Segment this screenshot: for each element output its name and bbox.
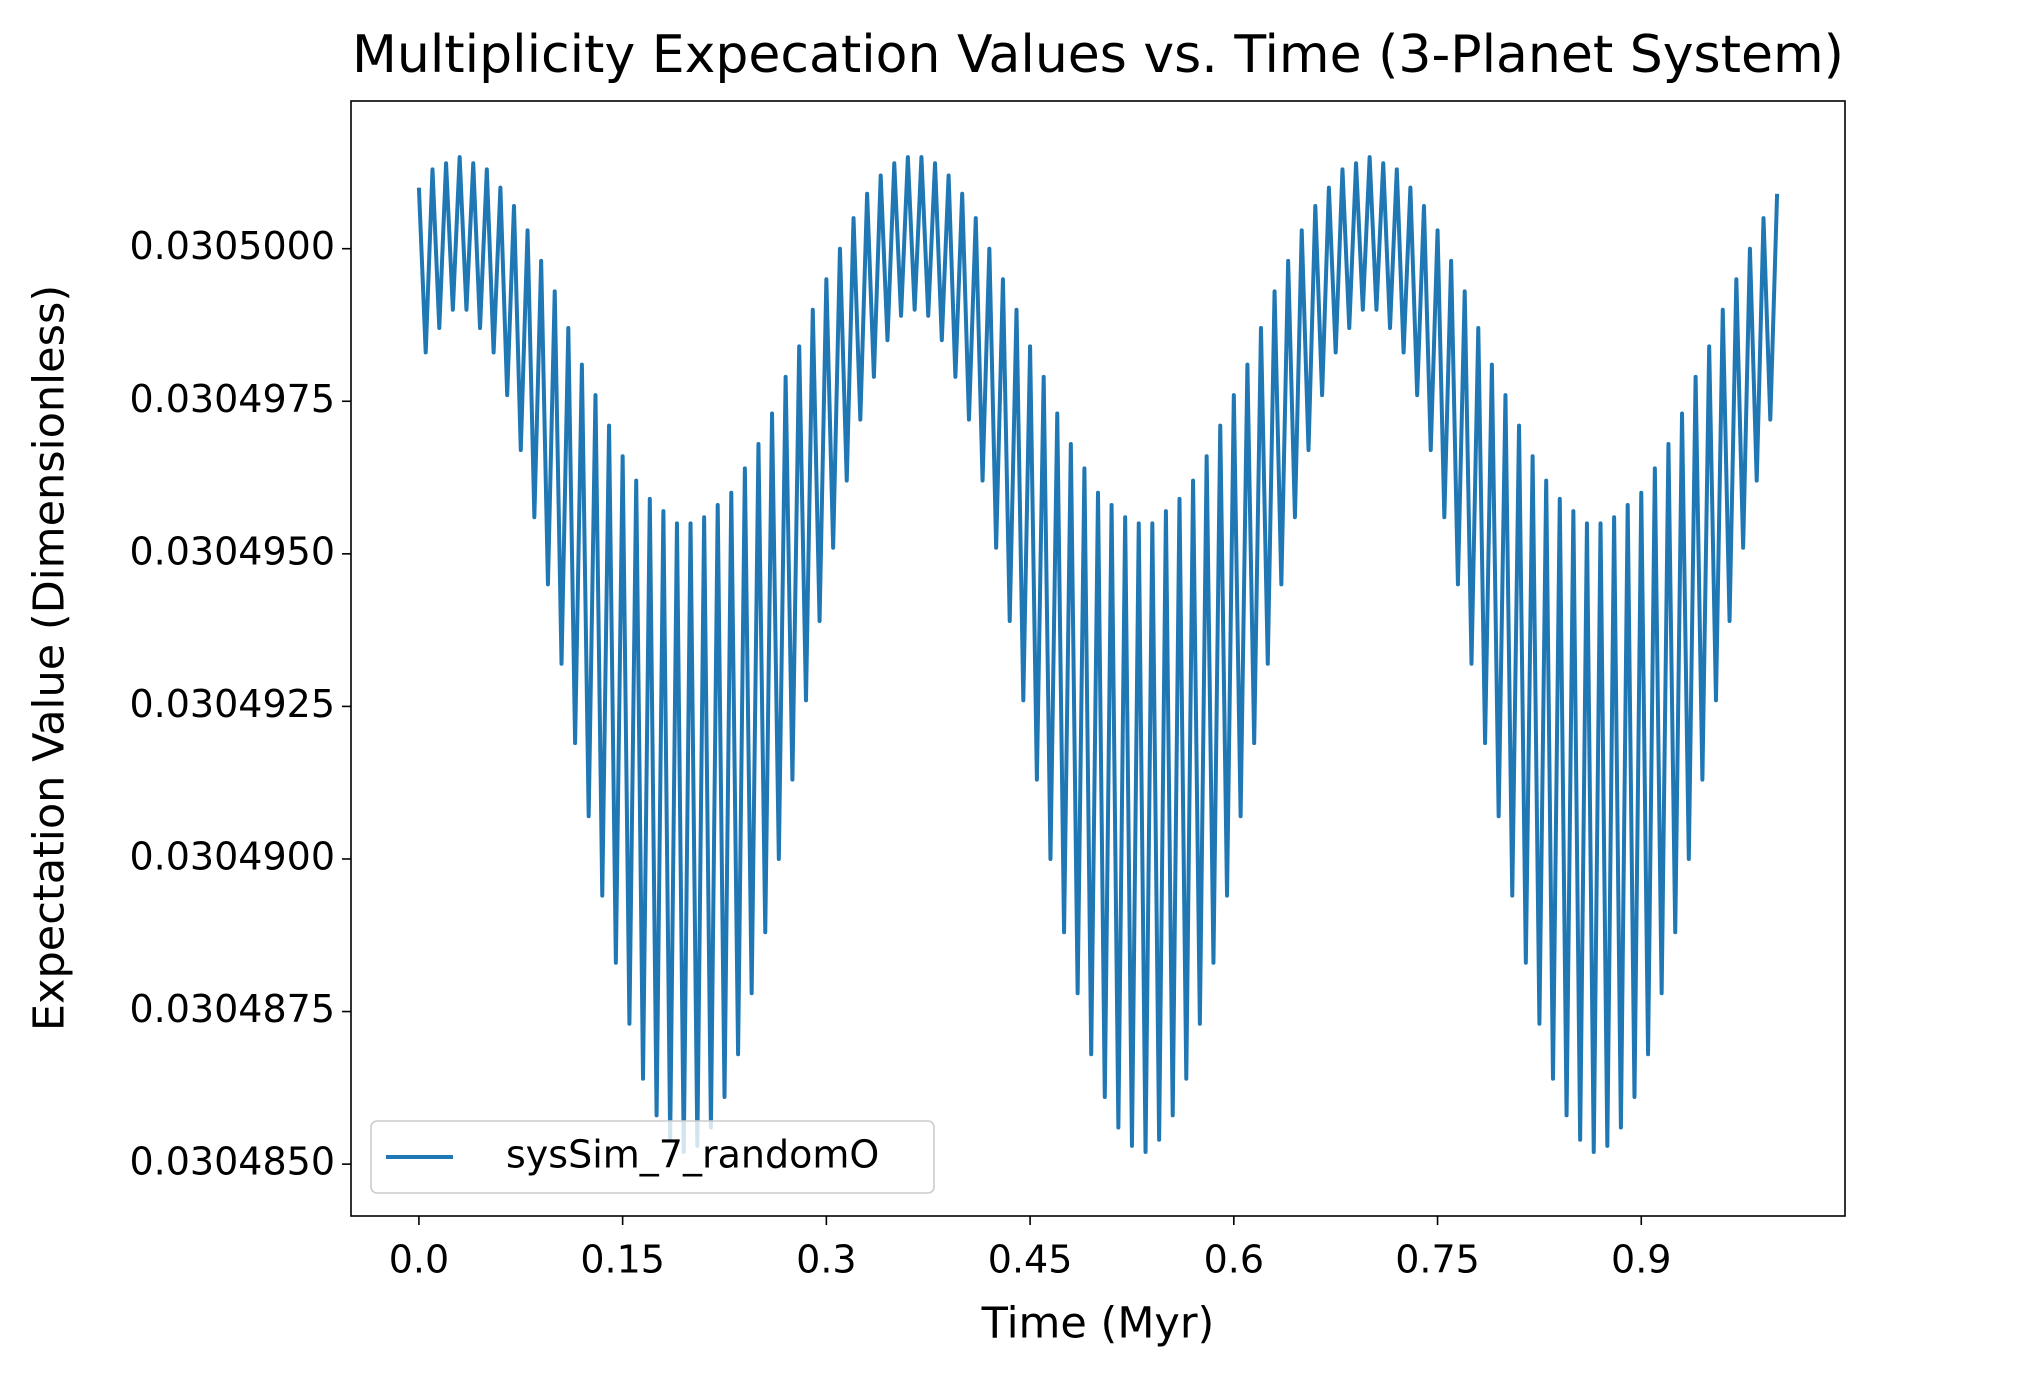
legend-label: sysSim_7_randomO [506,1133,879,1177]
y-tick-label: 0.0304925 [130,682,336,726]
x-tick-label: 0.3 [796,1238,856,1282]
x-tick-label: 0.6 [1204,1238,1264,1282]
y-tick-label: 0.0305000 [130,224,336,268]
x-tick-label: 0.0 [389,1238,449,1282]
x-axis-label: Time (Myr) [981,1299,1215,1349]
y-tick-label: 0.0304900 [130,834,336,878]
y-axis-label: Expectation Value (Dimensionless) [25,285,75,1031]
y-tick-label: 0.0304950 [130,529,336,573]
legend-box [370,1120,935,1194]
x-tick-label: 0.15 [580,1238,665,1282]
y-tick-label: 0.0304850 [130,1140,336,1184]
x-tick-label: 0.9 [1611,1238,1671,1282]
y-tick-label: 0.0304875 [130,987,336,1031]
x-tick-label: 0.75 [1395,1238,1480,1282]
x-tick-label: 0.45 [988,1238,1073,1282]
series-line [416,155,1780,1154]
y-tick-label: 0.0304975 [130,377,336,421]
chart-title: Multiplicity Expecation Values vs. Time … [352,25,1844,85]
plot-frame [350,100,1846,1217]
